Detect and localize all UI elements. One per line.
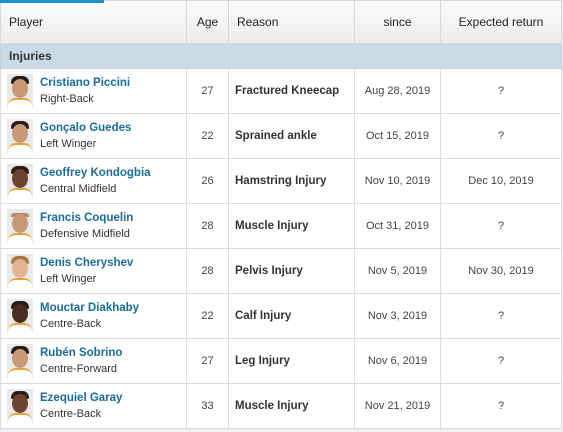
player-age: 28: [186, 248, 229, 294]
table-row: Ezequiel Garay Centre-Back 33 Muscle Inj…: [0, 383, 562, 429]
expected-return: ?: [440, 113, 562, 159]
player-name-link[interactable]: Denis Cheryshev: [40, 256, 134, 269]
injury-since: Nov 6, 2019: [354, 338, 441, 384]
expected-return: ?: [440, 293, 562, 339]
player-position: Centre-Back: [40, 317, 102, 330]
player-age: 22: [186, 113, 229, 159]
player-position: Centre-Back: [40, 407, 102, 420]
injury-since: Aug 28, 2019: [354, 68, 441, 114]
player-position: Right-Back: [40, 92, 94, 105]
player-photo[interactable]: [7, 254, 33, 288]
injury-reason: Pelvis Injury: [228, 248, 355, 294]
player-age: 27: [186, 68, 229, 114]
header-player[interactable]: Player: [0, 0, 187, 44]
table-row: Denis Cheryshev Left Winger 28 Pelvis In…: [0, 248, 562, 294]
player-photo[interactable]: [7, 299, 33, 333]
player-position: Central Midfield: [40, 182, 117, 195]
player-photo[interactable]: [7, 209, 33, 243]
group-label-injuries: Injuries: [0, 43, 562, 69]
player-age: 27: [186, 338, 229, 384]
injury-since: Nov 21, 2019: [354, 383, 441, 429]
expected-return: ?: [440, 383, 562, 429]
injury-since: Oct 15, 2019: [354, 113, 441, 159]
expected-return: ?: [440, 338, 562, 384]
player-position: Defensive Midfield: [40, 227, 130, 240]
expected-return: ?: [440, 203, 562, 249]
player-photo[interactable]: [7, 74, 33, 108]
injury-since: Nov 3, 2019: [354, 293, 441, 339]
player-age: 33: [186, 383, 229, 429]
expected-return: ?: [440, 68, 562, 114]
header-reason[interactable]: Reason: [228, 0, 355, 44]
header-expected-return[interactable]: Expected return: [440, 0, 562, 44]
injury-since: Nov 10, 2019: [354, 158, 441, 204]
player-photo[interactable]: [7, 119, 33, 153]
player-photo[interactable]: [7, 164, 33, 198]
table-row: Rubén Sobrino Centre-Forward 27 Leg Inju…: [0, 338, 562, 384]
table-row: Geoffrey Kondogbia Central Midfield 26 H…: [0, 158, 562, 204]
player-age: 26: [186, 158, 229, 204]
player-name-link[interactable]: Geoffrey Kondogbia: [40, 166, 151, 179]
player-name-link[interactable]: Francis Coquelin: [40, 211, 134, 224]
player-name-link[interactable]: Ezequiel Garay: [40, 391, 123, 404]
header-since[interactable]: since: [354, 0, 441, 44]
player-name-link[interactable]: Gonçalo Guedes: [40, 121, 132, 134]
active-tab-indicator: [0, 0, 104, 3]
table-row: Gonçalo Guedes Left Winger 22 Sprained a…: [0, 113, 562, 159]
table-row: Francis Coquelin Defensive Midfield 28 M…: [0, 203, 562, 249]
group-row: Injuries: [0, 43, 562, 69]
player-photo[interactable]: [7, 344, 33, 378]
table-header-row: Player Age Reason since Expected return: [0, 0, 562, 44]
player-photo[interactable]: [7, 389, 33, 423]
injury-reason: Muscle Injury: [228, 203, 355, 249]
table-row: Mouctar Diakhaby Centre-Back 22 Calf Inj…: [0, 293, 562, 339]
player-name-link[interactable]: Mouctar Diakhaby: [40, 301, 140, 314]
injury-reason: Sprained ankle: [228, 113, 355, 159]
player-age: 22: [186, 293, 229, 339]
player-position: Left Winger: [40, 137, 97, 150]
player-position: Centre-Forward: [40, 362, 118, 375]
injury-since: Nov 5, 2019: [354, 248, 441, 294]
header-age[interactable]: Age: [186, 0, 229, 44]
expected-return: Nov 30, 2019: [440, 248, 562, 294]
injury-reason: Hamstring Injury: [228, 158, 355, 204]
injury-reason: Calf Injury: [228, 293, 355, 339]
injury-reason: Leg Injury: [228, 338, 355, 384]
expected-return: Dec 10, 2019: [440, 158, 562, 204]
injury-since: Oct 31, 2019: [354, 203, 441, 249]
injury-reason: Muscle Injury: [228, 383, 355, 429]
table-row: Cristiano Piccini Right-Back 27 Fracture…: [0, 68, 562, 114]
player-age: 28: [186, 203, 229, 249]
player-position: Left Winger: [40, 272, 97, 285]
player-name-link[interactable]: Cristiano Piccini: [40, 76, 131, 89]
injury-reason: Fractured Kneecap: [228, 68, 355, 114]
player-name-link[interactable]: Rubén Sobrino: [40, 346, 123, 359]
